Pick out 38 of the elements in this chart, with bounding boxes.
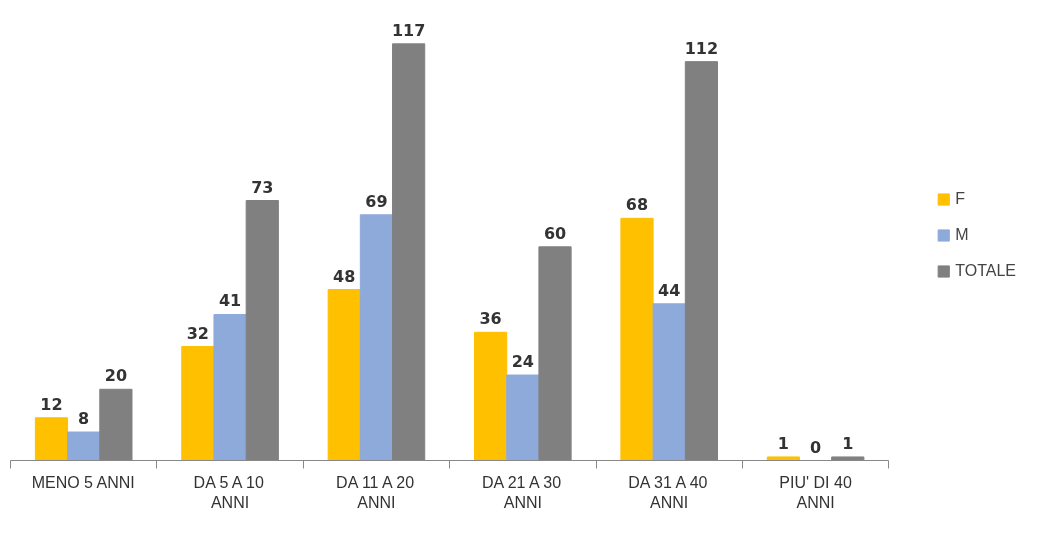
data-label: 41	[218, 291, 242, 311]
bar	[620, 217, 654, 461]
bar	[327, 289, 361, 461]
data-label: 68	[625, 195, 649, 215]
bar	[181, 346, 215, 461]
data-label: 1	[842, 433, 854, 453]
bar	[766, 456, 800, 461]
bar	[474, 331, 508, 461]
bar	[213, 313, 247, 461]
data-label: 44	[658, 280, 681, 300]
data-label: 112	[684, 38, 719, 58]
x-tick-label: PIU' DI 40 ANNI	[779, 473, 852, 511]
data-label: 48	[333, 266, 356, 286]
legend-label: M	[955, 226, 970, 244]
data-label: 1	[777, 433, 789, 453]
data-label: 69	[365, 191, 388, 211]
data-label: 60	[543, 223, 567, 243]
data-label: 117	[391, 20, 426, 40]
x-tick-label: DA 11 A 20 ANNI	[336, 473, 415, 511]
bar	[506, 374, 540, 461]
data-label: 20	[104, 366, 128, 386]
x-tick-label: DA 21 A 30 ANNI	[481, 473, 562, 511]
bar	[34, 417, 69, 461]
data-label: 73	[251, 177, 274, 197]
bar	[652, 303, 686, 461]
data-label: 8	[78, 409, 90, 429]
legend-label: F	[955, 190, 966, 208]
bar	[359, 214, 394, 461]
data-label: 32	[186, 323, 209, 343]
x-tick-label: DA 5 A 10 ANNI	[193, 473, 264, 511]
data-label: 36	[479, 309, 502, 329]
x-tick-label: DA 31 A 40 ANNI	[628, 473, 708, 511]
data-label: 12	[40, 394, 63, 414]
data-label: 24	[511, 352, 534, 372]
bar	[67, 431, 101, 461]
x-tick-label: MENO 5 ANNI	[31, 473, 135, 491]
legend-label: TOTALE	[955, 262, 1016, 280]
data-label: 0	[810, 437, 822, 457]
